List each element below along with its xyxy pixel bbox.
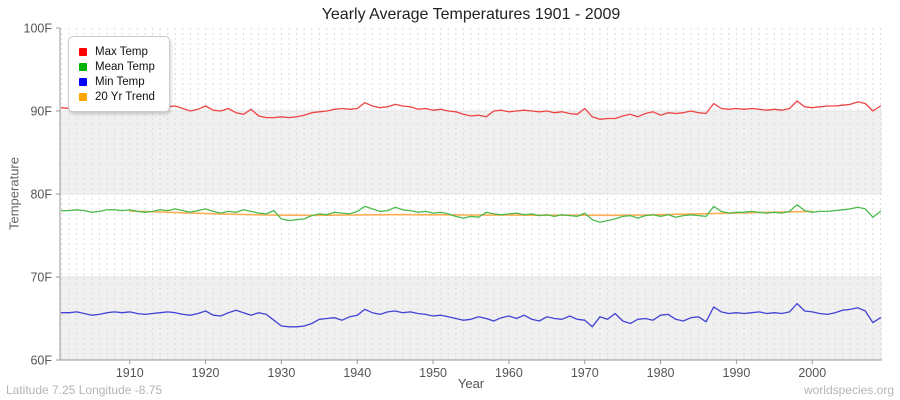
y-tick-label: 100F: [24, 22, 53, 36]
y-tick-label: 90F: [30, 105, 52, 119]
series-line-min-temp: [60, 302, 882, 328]
x-axis-label: Year: [457, 376, 485, 391]
legend-swatch-icon: [79, 77, 87, 86]
x-tick-label: 1990: [723, 366, 751, 380]
footer-watermark: worldspecies.org: [803, 383, 894, 397]
x-tick-label: 2000: [798, 366, 826, 380]
legend-item-max-temp: Max Temp: [79, 44, 155, 59]
x-tick-label: 1930: [268, 366, 296, 380]
series-line-max-temp: [60, 100, 882, 120]
y-tick-label: 80F: [30, 188, 52, 202]
legend-item-mean-temp: Mean Temp: [79, 59, 155, 74]
legend-label: 20 Yr Trend: [95, 90, 155, 103]
x-tick-label: 1970: [571, 366, 599, 380]
legend-item-min-temp: Min Temp: [79, 74, 155, 89]
legend-item-20-yr-trend: 20 Yr Trend: [79, 89, 155, 104]
legend-swatch-icon: [79, 47, 87, 56]
x-tick-label: 1980: [647, 366, 675, 380]
x-tick-label: 1960: [495, 366, 523, 380]
legend-label: Max Temp: [95, 45, 148, 58]
x-tick-label: 1950: [419, 366, 447, 380]
legend-swatch-icon: [79, 92, 87, 101]
footer-latitude-longitude: Latitude 7.25 Longitude -8.75: [6, 383, 163, 397]
series-line-mean-temp: [60, 204, 882, 223]
legend-label: Min Temp: [95, 75, 145, 88]
legend-swatch-icon: [79, 62, 87, 71]
x-tick-label: 1920: [192, 366, 220, 380]
legend-label: Mean Temp: [95, 60, 155, 73]
x-tick-label: 1940: [343, 366, 371, 380]
y-tick-label: 60F: [30, 354, 52, 368]
legend: Max Temp Mean Temp Min Temp 20 Yr Trend: [68, 36, 170, 112]
series-line-20-yr-trend: [129, 210, 814, 217]
chart-title: Yearly Average Temperatures 1901 - 2009: [321, 6, 621, 23]
x-tick-label: 1910: [116, 366, 144, 380]
y-tick-label: 70F: [30, 271, 52, 285]
